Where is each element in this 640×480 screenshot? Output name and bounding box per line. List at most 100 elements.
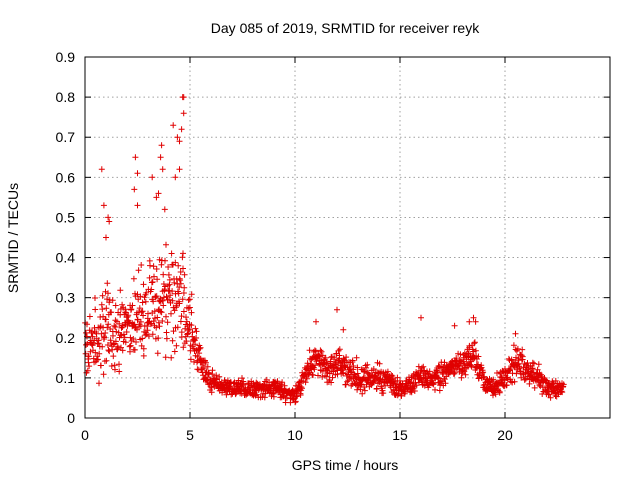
- data-point: [394, 374, 401, 381]
- data-point: [165, 264, 172, 270]
- data-point: [176, 138, 183, 145]
- data-point: [168, 250, 175, 257]
- data-point: [336, 352, 343, 359]
- data-point: [344, 378, 351, 385]
- data-point: [306, 347, 313, 354]
- data-point: [149, 331, 156, 338]
- data-point: [177, 269, 184, 275]
- data-point: [531, 360, 537, 367]
- data-point: [133, 339, 139, 345]
- y-tick-label: 0.3: [56, 290, 76, 306]
- data-point: [342, 381, 349, 388]
- data-point: [196, 345, 203, 352]
- data-point: [451, 322, 458, 329]
- data-point: [136, 305, 143, 312]
- data-point: [125, 312, 132, 319]
- data-point: [154, 314, 161, 321]
- data-point: [147, 262, 153, 269]
- data-point: [240, 378, 247, 385]
- data-point: [294, 393, 300, 400]
- data-point: [163, 313, 169, 320]
- data-point: [123, 329, 130, 335]
- data-point: [188, 309, 195, 316]
- data-point: [155, 190, 162, 197]
- data-point: [144, 327, 151, 334]
- data-point: [192, 325, 199, 332]
- y-tick-label: 0.9: [56, 49, 76, 65]
- data-point: [119, 347, 126, 354]
- chart-title: Day 085 of 2019, SRMTID for receiver rey…: [211, 20, 480, 36]
- data-point: [180, 265, 186, 272]
- data-point: [160, 271, 167, 278]
- data-point: [492, 391, 499, 398]
- data-point: [196, 350, 203, 357]
- data-point: [361, 368, 368, 375]
- data-point: [216, 373, 223, 380]
- data-point: [343, 354, 350, 361]
- data-point: [132, 154, 139, 161]
- data-point: [176, 166, 183, 173]
- data-point: [129, 302, 136, 309]
- data-point: [183, 338, 190, 345]
- grid-lines: [85, 57, 610, 418]
- data-point: [140, 281, 147, 288]
- data-point: [172, 259, 179, 266]
- data-point: [407, 379, 414, 386]
- data-point: [376, 360, 383, 367]
- data-point: [158, 142, 165, 149]
- data-point: [186, 304, 193, 311]
- data-point: [270, 393, 277, 400]
- data-point: [180, 94, 187, 101]
- data-point: [363, 364, 370, 371]
- data-point: [209, 367, 216, 374]
- data-point: [88, 341, 95, 348]
- data-point: [441, 359, 448, 366]
- data-point: [151, 308, 158, 315]
- y-tick-label: 0.6: [56, 169, 76, 185]
- data-point: [507, 366, 514, 373]
- data-point: [313, 318, 319, 325]
- data-point: [109, 346, 116, 353]
- data-point: [101, 334, 108, 341]
- data-point: [170, 122, 177, 129]
- data-point: [311, 347, 318, 354]
- data-point: [169, 337, 176, 344]
- data-point: [380, 390, 387, 397]
- data-point: [436, 387, 443, 394]
- data-point: [193, 328, 200, 335]
- data-point: [140, 345, 147, 352]
- data-point: [95, 356, 101, 363]
- data-point: [466, 342, 473, 349]
- data-point: [471, 340, 478, 347]
- data-point: [112, 338, 119, 345]
- data-point: [105, 321, 112, 328]
- data-point: [153, 324, 160, 331]
- data-point: [160, 302, 167, 309]
- data-point: [350, 363, 357, 369]
- data-point: [106, 218, 113, 225]
- data-point: [178, 313, 185, 320]
- data-point: [174, 134, 181, 141]
- data-point: [302, 379, 309, 386]
- data-point: [511, 378, 518, 385]
- y-tick-label: 0.7: [56, 129, 76, 145]
- data-point: [490, 392, 496, 399]
- data-point: [168, 310, 174, 317]
- data-point: [153, 194, 160, 201]
- data-point: [112, 324, 119, 330]
- data-point: [503, 382, 510, 389]
- data-point: [419, 378, 426, 385]
- data-point: [162, 354, 169, 361]
- data-point: [204, 363, 211, 370]
- x-tick-label: 5: [186, 427, 194, 443]
- y-tick-label: 0.4: [56, 250, 76, 266]
- data-point: [83, 329, 89, 336]
- data-point: [370, 366, 377, 372]
- data-point: [192, 341, 199, 348]
- data-point: [448, 367, 455, 374]
- data-point: [426, 368, 433, 375]
- data-point: [181, 271, 188, 278]
- data-point: [105, 290, 111, 297]
- data-point: [472, 318, 479, 325]
- data-point: [105, 214, 112, 221]
